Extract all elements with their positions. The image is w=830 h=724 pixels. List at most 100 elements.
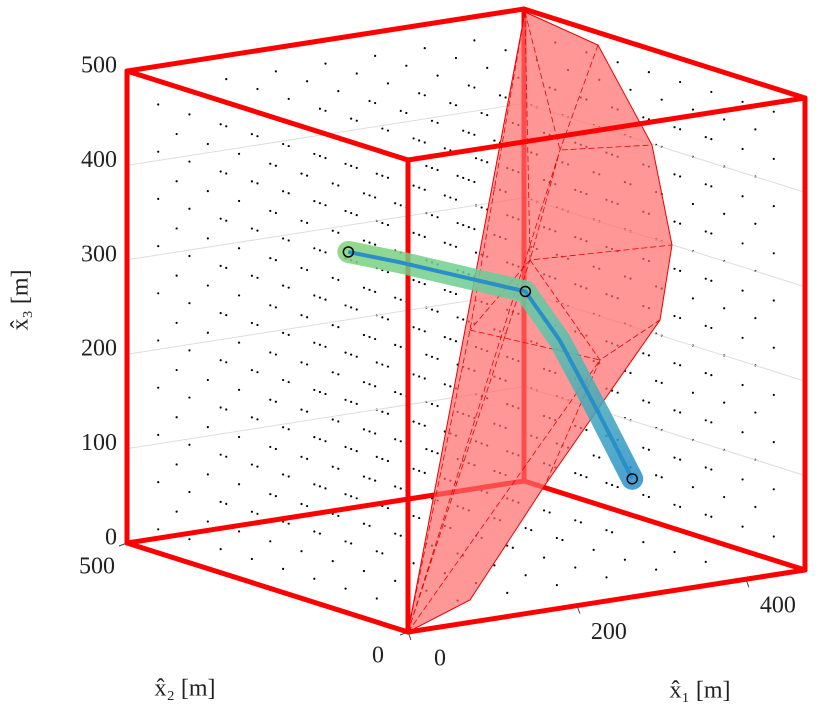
sample-dot: [269, 304, 272, 307]
sample-dot: [188, 538, 191, 541]
sample-dot: [642, 352, 645, 355]
sample-dot: [282, 378, 285, 382]
sample-dot: [418, 422, 421, 425]
sample-dot: [362, 286, 366, 289]
sample-dot: [772, 205, 775, 208]
sample-dot: [511, 546, 514, 549]
sample-dot: [287, 380, 290, 384]
sample-dot: [710, 468, 713, 471]
sample-dot: [430, 119, 434, 122]
sample-dot: [449, 102, 452, 105]
sample-dot: [250, 557, 253, 561]
sample-dot: [405, 64, 408, 67]
sample-dot: [412, 467, 415, 470]
sample-dot: [300, 502, 303, 506]
sample-dot: [723, 118, 726, 121]
sample-dot: [436, 74, 439, 77]
sample-dot: [704, 560, 707, 564]
sample-dot: [175, 180, 178, 183]
sample-dot: [331, 229, 334, 232]
sample-dot: [374, 54, 377, 57]
sample-dot: [430, 214, 434, 217]
sample-dot: [555, 536, 558, 540]
sample-dot: [430, 450, 434, 453]
sample-dot: [436, 357, 439, 360]
sample-dot: [772, 157, 775, 161]
sample-dot: [355, 119, 358, 122]
sample-dot: [282, 190, 285, 193]
sample-dot: [456, 221, 459, 225]
sample-dot: [673, 220, 676, 223]
sample-dot: [647, 354, 650, 357]
sample-dot: [710, 326, 713, 330]
sample-dot: [250, 510, 253, 513]
sample-dot: [269, 351, 272, 354]
sample-dot: [647, 495, 650, 499]
sample-dot: [548, 511, 551, 514]
sample-dot: [418, 139, 421, 142]
sample-dot: [647, 71, 650, 74]
sample-dot: [642, 493, 645, 497]
sample-dot: [274, 400, 277, 403]
sample-dot: [704, 230, 707, 233]
sample-dot: [381, 174, 384, 177]
sample-dot: [350, 447, 353, 451]
sample-dot: [368, 241, 371, 244]
sample-dot: [642, 116, 645, 119]
sample-dot: [219, 453, 222, 456]
sample-dot: [274, 259, 277, 262]
sample-dot: [344, 209, 347, 213]
sample-dot: [394, 532, 397, 535]
sample-dot: [305, 457, 309, 460]
sample-dot: [418, 186, 421, 189]
sample-dot: [374, 290, 377, 293]
sample-dot: [313, 436, 316, 439]
sample-dot: [331, 559, 334, 563]
sample-dot: [710, 421, 713, 424]
sample-dot: [504, 49, 507, 52]
sample-dot: [225, 502, 228, 505]
sample-dot: [337, 90, 340, 93]
sample-dot: [206, 378, 209, 382]
sample-dot: [381, 316, 384, 319]
sample-dot: [313, 483, 316, 486]
sample-dot: [374, 385, 377, 388]
sample-dot: [723, 401, 726, 404]
sample-dot: [344, 587, 347, 590]
sample-dot: [175, 463, 178, 466]
sample-dot: [723, 307, 726, 310]
sample-dot: [318, 485, 322, 488]
sample-dot: [467, 84, 470, 87]
sample-dot: [362, 192, 366, 195]
box-edge: [405, 95, 808, 163]
sample-dot: [362, 569, 366, 573]
sample-dot: [710, 90, 713, 94]
sample-dot: [386, 459, 390, 463]
sample-dot: [399, 393, 402, 396]
sample-dot: [157, 244, 160, 248]
sample-dot: [324, 298, 327, 301]
sample-dot: [256, 87, 259, 91]
sample-dot: [616, 391, 619, 394]
sample-dot: [412, 231, 415, 234]
sample-dot: [704, 324, 707, 327]
sample-dot: [368, 383, 371, 386]
sample-dot: [423, 141, 426, 144]
sample-dot: [175, 132, 178, 136]
sample-dot: [324, 392, 327, 396]
sample-dot: [443, 336, 446, 339]
sample-dot: [592, 548, 595, 551]
box-edge: [521, 6, 808, 101]
sample-dot: [394, 390, 397, 394]
sample-dot: [462, 318, 465, 321]
sample-dot: [436, 121, 439, 124]
sample-dot: [381, 363, 384, 366]
sample-dot: [772, 393, 775, 397]
box-edge: [124, 68, 411, 163]
sample-dot: [225, 219, 228, 222]
sample-dot: [374, 432, 377, 435]
sample-dot: [188, 207, 191, 210]
sample-dot: [467, 131, 470, 134]
sample-dot: [313, 388, 316, 392]
sample-dot: [324, 345, 327, 348]
